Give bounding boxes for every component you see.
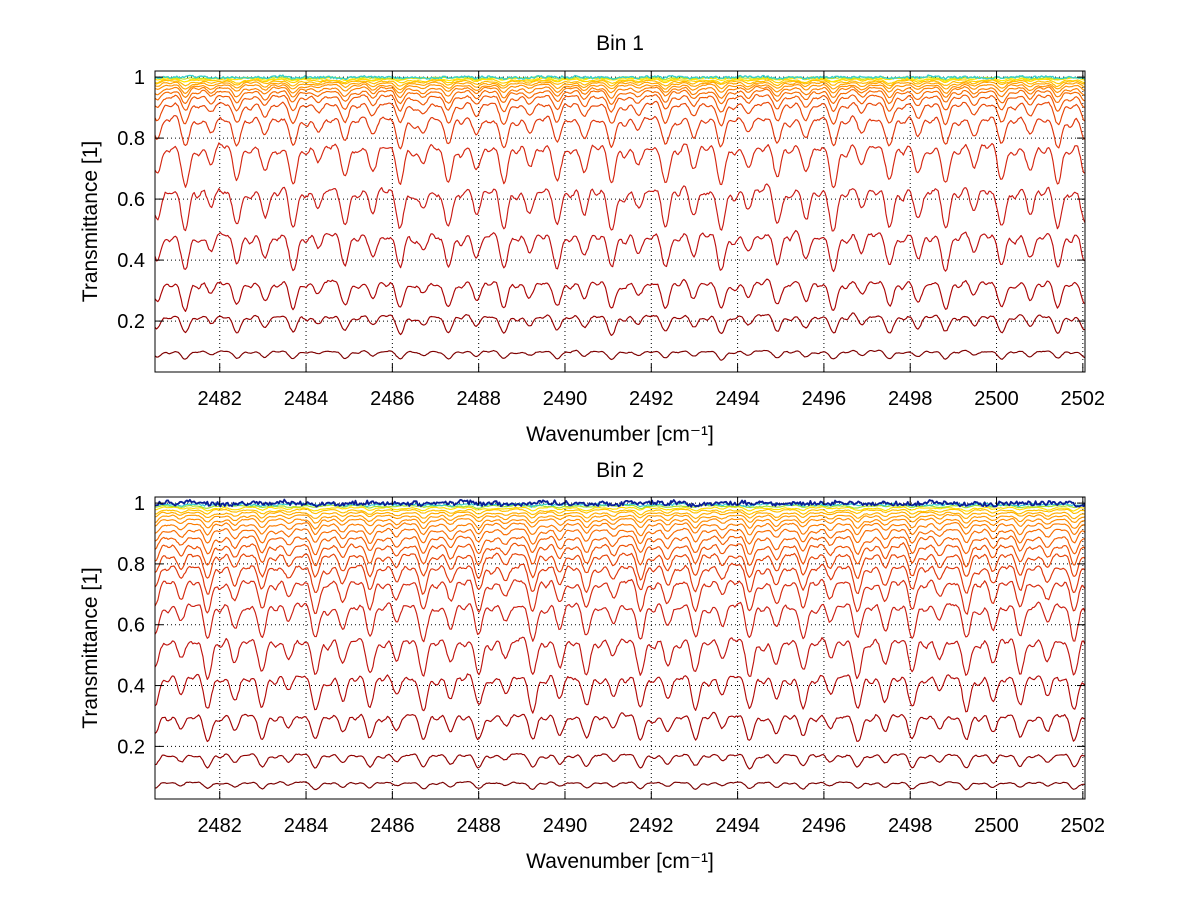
x-tick-label: 2500 [974, 815, 1019, 837]
spectrum-curve-1 [155, 780, 1085, 791]
tick-labels: 2482 2484 2486 2488 2490 2492 2494 2496 2498 2500… [117, 67, 1105, 410]
spectrum-curve-6 [155, 142, 1085, 189]
x-tick-label: 2502 [1061, 388, 1106, 410]
x-tick-label: 2490 [543, 815, 588, 837]
x-tick-label: 2484 [284, 815, 329, 837]
spectrum-curve-12 [155, 527, 1085, 545]
y-tick-label: 0.8 [117, 554, 145, 576]
spectrum-curve-10 [155, 542, 1085, 568]
x-tick-label: 2494 [715, 388, 760, 410]
tick-labels: 2482 2484 2486 2488 2490 2492 2494 2496 2498 2500… [117, 493, 1105, 837]
spectrum-curve-5 [155, 183, 1085, 232]
x-tick-label: 2500 [974, 388, 1019, 410]
y-tick-label: 0.6 [117, 189, 145, 211]
spectrum-curve-16 [155, 511, 1085, 520]
spectrum-curve-5 [155, 636, 1085, 680]
axes-frame [154, 70, 1086, 373]
spectrum-curve-8 [155, 100, 1085, 127]
spectrum-curve-11 [155, 535, 1085, 556]
spectrum-curve-13 [155, 522, 1085, 537]
x-tick-label: 2482 [197, 388, 242, 410]
spectrum-curve-4 [155, 673, 1085, 714]
y-tick-label: 0.6 [117, 615, 145, 637]
x-tick-label: 2492 [629, 388, 674, 410]
subplot-bin2: 2482 2484 2486 2488 2490 2492 2494 2496 2498 2500… [117, 493, 1105, 837]
x-tick-label: 2490 [543, 388, 588, 410]
series-group [155, 74, 1085, 361]
spectrum-curve-18 [155, 74, 1085, 81]
spectrum-curve-15 [155, 78, 1085, 85]
spectrum-curve-8 [155, 562, 1085, 595]
axes-frame [154, 496, 1086, 800]
spectrum-curve-10 [155, 88, 1085, 105]
x-tick-label: 2486 [370, 388, 415, 410]
gridlines [155, 497, 1085, 799]
spectrum-curve-6 [155, 601, 1085, 643]
y-tick-label: 0.4 [117, 250, 145, 272]
x-tick-label: 2498 [888, 815, 933, 837]
plots-group: 2482 2484 2486 2488 2490 2492 2494 2496 2498 2500… [117, 67, 1105, 837]
bin1-xlabel: Wavenumber [cm⁻¹] [526, 423, 714, 446]
series-group [155, 498, 1085, 791]
tick-marks [155, 497, 1085, 799]
x-tick-label: 2498 [888, 388, 933, 410]
x-tick-label: 2496 [802, 388, 847, 410]
bin2-title: Bin 2 [596, 459, 644, 482]
spectrum-curve-3 [155, 278, 1085, 312]
spectrum-curve-14 [155, 79, 1085, 88]
gridlines [155, 71, 1085, 372]
spectrum-curve-4 [155, 229, 1085, 273]
spectrum-curve-17 [155, 508, 1085, 516]
spectrum-curve-18 [155, 506, 1085, 512]
spectrum-curve-2 [155, 753, 1085, 770]
spectrum-curve-7 [155, 115, 1085, 150]
spectrum-curve-11 [155, 85, 1085, 99]
spectrum-curve-15 [155, 514, 1085, 524]
spectrum-curve-7 [155, 578, 1085, 615]
spectrum-curve-2 [155, 312, 1085, 336]
spectrum-curve-3 [155, 711, 1085, 743]
x-tick-label: 2494 [715, 815, 760, 837]
y-tick-label: 0.2 [117, 311, 145, 333]
y-tick-label: 1 [134, 493, 145, 515]
x-tick-label: 2482 [197, 815, 242, 837]
spectrum-curve-1 [155, 349, 1085, 361]
y-tick-label: 0.4 [117, 676, 145, 698]
spectrum-curve-14 [155, 517, 1085, 530]
x-tick-label: 2496 [802, 815, 847, 837]
y-tick-label: 1 [134, 67, 145, 89]
spectrum-curve-13 [155, 81, 1085, 91]
spectrum-curve-12 [155, 83, 1085, 94]
x-tick-label: 2488 [456, 815, 501, 837]
x-tick-label: 2486 [370, 815, 415, 837]
tick-marks [155, 71, 1085, 372]
spectrum-curve-9 [155, 552, 1085, 581]
y-tick-label: 0.8 [117, 128, 145, 150]
x-tick-label: 2488 [456, 388, 501, 410]
spectrum-curve-9 [155, 93, 1085, 113]
subplot-bin1: 2482 2484 2486 2488 2490 2492 2494 2496 2498 2500… [117, 67, 1105, 410]
x-tick-label: 2502 [1061, 815, 1106, 837]
bin1-ylabel: Transmittance [1] [79, 141, 102, 302]
y-tick-label: 0.2 [117, 736, 145, 758]
bin2-ylabel: Transmittance [1] [79, 567, 102, 728]
bin2-xlabel: Wavenumber [cm⁻¹] [526, 850, 714, 873]
x-tick-label: 2484 [284, 388, 329, 410]
spectrum-curve-21 [155, 498, 1085, 508]
x-tick-label: 2492 [629, 815, 674, 837]
bin1-title: Bin 1 [596, 32, 644, 55]
